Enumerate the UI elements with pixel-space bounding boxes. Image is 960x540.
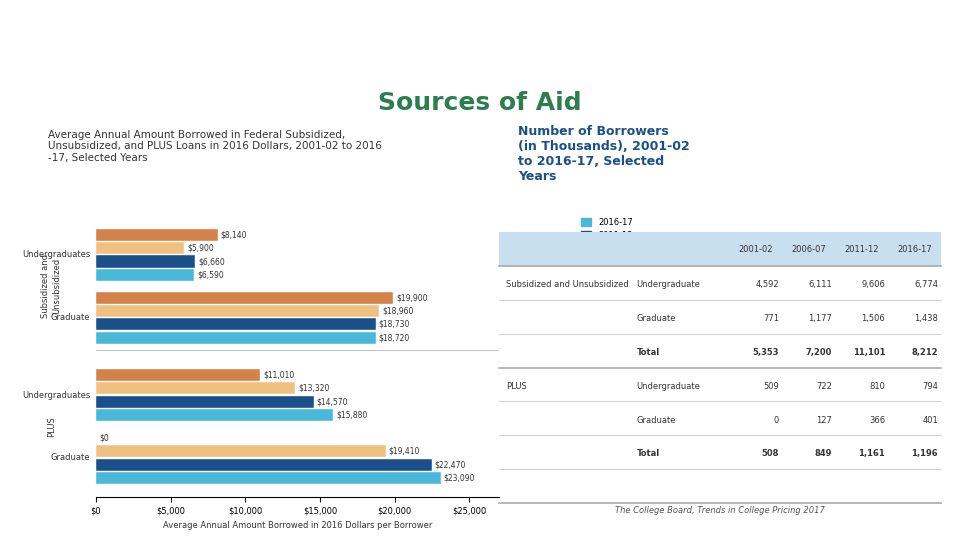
Text: 509: 509 bbox=[763, 382, 780, 390]
Text: 508: 508 bbox=[762, 449, 780, 458]
Text: 6,774: 6,774 bbox=[914, 280, 938, 289]
Text: 8,212: 8,212 bbox=[912, 348, 938, 357]
Text: Undergraduates: Undergraduates bbox=[22, 390, 90, 400]
Text: 2011-12: 2011-12 bbox=[844, 245, 878, 254]
Text: SUNY: SUNY bbox=[835, 38, 912, 63]
Text: $18,730: $18,730 bbox=[378, 320, 410, 329]
Text: $19,410: $19,410 bbox=[389, 447, 420, 456]
Bar bbox=[96, 446, 386, 457]
Text: $22,470: $22,470 bbox=[435, 460, 466, 469]
Text: $8,140: $8,140 bbox=[221, 230, 247, 239]
Text: 366: 366 bbox=[869, 415, 885, 424]
Text: Subsidized and Unsubsidized: Subsidized and Unsubsidized bbox=[506, 280, 629, 289]
Text: PLUS: PLUS bbox=[506, 382, 527, 390]
FancyBboxPatch shape bbox=[499, 232, 941, 266]
Text: 722: 722 bbox=[816, 382, 832, 390]
Bar bbox=[96, 458, 432, 471]
Bar bbox=[96, 242, 184, 254]
Text: Graduate: Graduate bbox=[636, 415, 676, 424]
Text: Graduate: Graduate bbox=[51, 454, 90, 462]
Text: $15,880: $15,880 bbox=[336, 411, 368, 420]
Text: Graduate: Graduate bbox=[51, 313, 90, 322]
Text: Subsidized and
Unsubsidized: Subsidized and Unsubsidized bbox=[41, 254, 60, 318]
Bar bbox=[96, 382, 295, 395]
Text: $18,720: $18,720 bbox=[378, 333, 410, 342]
Text: 5,353: 5,353 bbox=[753, 348, 780, 357]
Text: 6,111: 6,111 bbox=[808, 280, 832, 289]
Text: $6,660: $6,660 bbox=[199, 257, 226, 266]
Text: 401: 401 bbox=[923, 415, 938, 424]
Bar bbox=[96, 269, 195, 281]
Bar bbox=[96, 332, 375, 343]
Text: 0: 0 bbox=[774, 415, 780, 424]
Text: $18,960: $18,960 bbox=[382, 307, 414, 315]
Text: $0: $0 bbox=[99, 434, 108, 442]
Text: Undergraduates: Undergraduates bbox=[22, 251, 90, 259]
Bar bbox=[96, 472, 441, 484]
Text: $5,900: $5,900 bbox=[187, 244, 214, 253]
Bar bbox=[96, 292, 394, 303]
X-axis label: Average Annual Amount Borrowed in 2016 Dollars per Borrower: Average Annual Amount Borrowed in 2016 D… bbox=[163, 521, 432, 530]
Text: 2016-17: 2016-17 bbox=[897, 245, 931, 254]
Text: $11,010: $11,010 bbox=[263, 370, 295, 380]
Text: Undergraduate: Undergraduate bbox=[636, 382, 701, 390]
Text: 1,177: 1,177 bbox=[808, 314, 832, 323]
Text: Graduate: Graduate bbox=[636, 314, 676, 323]
Text: 1,438: 1,438 bbox=[914, 314, 938, 323]
Bar bbox=[96, 305, 379, 317]
Text: $6,590: $6,590 bbox=[198, 271, 224, 279]
Bar bbox=[96, 229, 218, 241]
Bar bbox=[96, 369, 260, 381]
Text: PLUS: PLUS bbox=[47, 416, 56, 437]
Text: 849: 849 bbox=[815, 449, 832, 458]
Text: 1,196: 1,196 bbox=[912, 449, 938, 458]
Text: Undergraduate: Undergraduate bbox=[636, 280, 701, 289]
Text: 2001-02: 2001-02 bbox=[738, 245, 773, 254]
Text: 127: 127 bbox=[816, 415, 832, 424]
Text: Total: Total bbox=[636, 449, 660, 458]
Text: 810: 810 bbox=[870, 382, 885, 390]
Text: Average Annual Amount Borrowed in Federal Subsidized,
Unsubsidized, and PLUS Loa: Average Annual Amount Borrowed in Federa… bbox=[48, 130, 382, 163]
Text: 1,161: 1,161 bbox=[858, 449, 885, 458]
Text: Number of Borrowers
(in Thousands), 2001-02
to 2016-17, Selected
Years: Number of Borrowers (in Thousands), 2001… bbox=[518, 125, 690, 183]
Text: $14,570: $14,570 bbox=[317, 397, 348, 406]
Text: $13,320: $13,320 bbox=[298, 384, 329, 393]
Text: Sources of Aid: Sources of Aid bbox=[378, 91, 582, 114]
Bar bbox=[96, 318, 375, 330]
Text: 794: 794 bbox=[923, 382, 938, 390]
Legend: 2016-17, 2011-12, 2006-07, 2001-02: 2016-17, 2011-12, 2006-07, 2001-02 bbox=[578, 214, 636, 269]
Text: 1,506: 1,506 bbox=[861, 314, 885, 323]
Text: 2006-07: 2006-07 bbox=[791, 245, 826, 254]
Text: 7,200: 7,200 bbox=[805, 348, 832, 357]
Bar bbox=[96, 409, 333, 421]
Text: 4,592: 4,592 bbox=[756, 280, 780, 289]
Text: $23,090: $23,090 bbox=[444, 474, 475, 483]
Text: 771: 771 bbox=[763, 314, 780, 323]
Text: 9,606: 9,606 bbox=[861, 280, 885, 289]
Text: The College Board, Trends in College Pricing 2017: The College Board, Trends in College Pri… bbox=[615, 506, 825, 515]
Text: Total: Total bbox=[636, 348, 660, 357]
Text: 11,101: 11,101 bbox=[852, 348, 885, 357]
Text: $19,900: $19,900 bbox=[396, 293, 427, 302]
Bar bbox=[96, 396, 314, 408]
Bar bbox=[96, 255, 196, 267]
Text: Navigating the Financial Aid Process: Navigating the Financial Aid Process bbox=[12, 31, 289, 46]
